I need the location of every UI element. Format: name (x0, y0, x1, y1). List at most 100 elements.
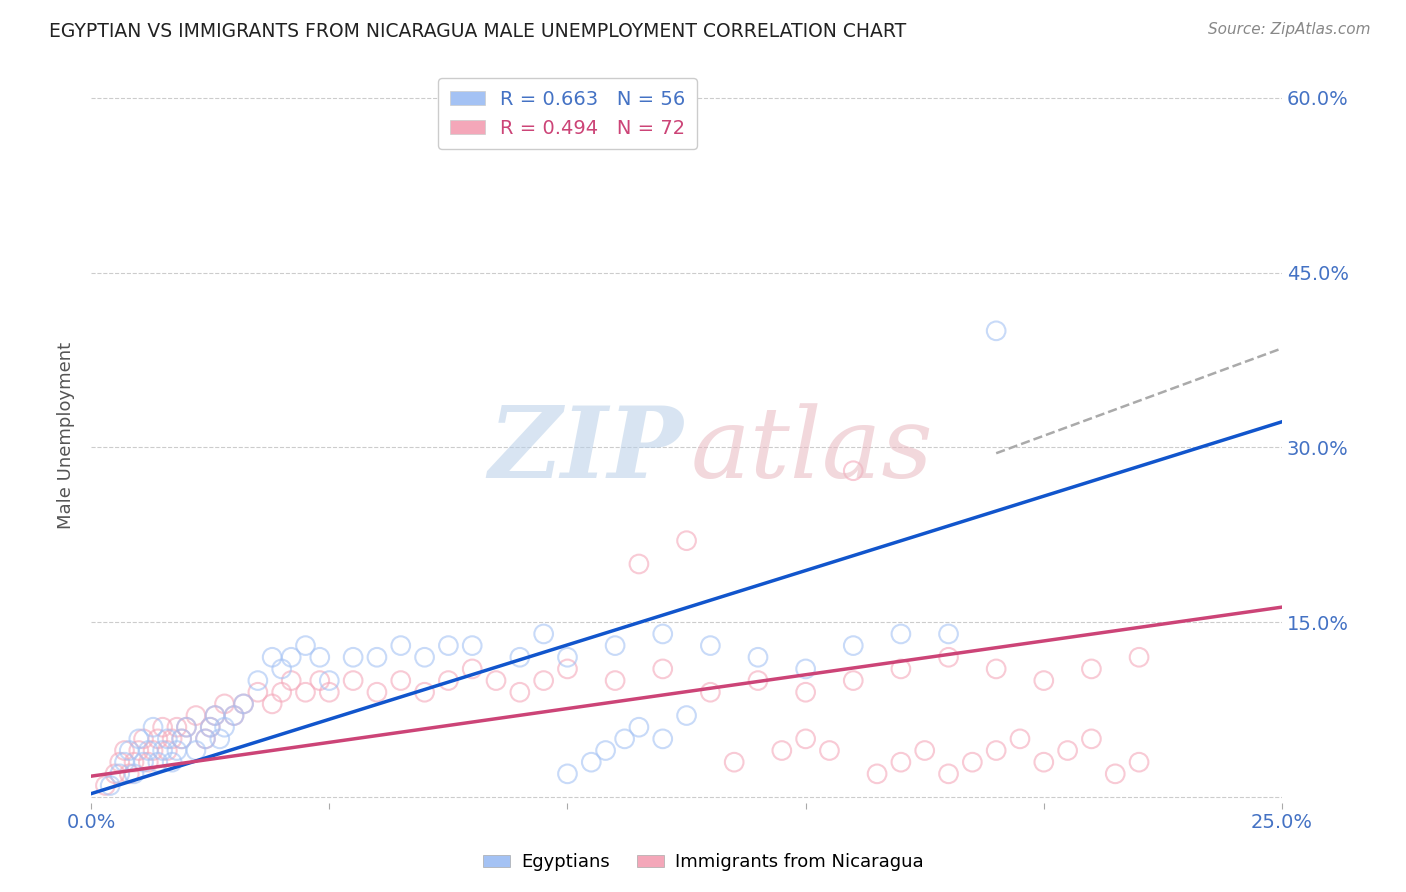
Point (651, 731, 673, 746)
Point (1008, 731, 1031, 746)
Point (938, 767, 960, 781)
Point (294, 685, 316, 699)
Point (581, 755, 603, 769)
Point (232, 697, 254, 711)
Point (204, 708, 226, 723)
Point (184, 708, 207, 723)
Point (675, 533, 697, 548)
Point (1080, 731, 1102, 746)
Point (200, 720, 222, 734)
Legend: R = 0.663   N = 56, R = 0.494   N = 72: R = 0.663 N = 56, R = 0.494 N = 72 (437, 78, 697, 149)
Point (557, 662, 579, 676)
Point (938, 627, 960, 641)
Point (794, 662, 817, 676)
Point (246, 685, 269, 699)
Point (194, 731, 217, 746)
Point (214, 720, 236, 734)
Point (156, 743, 179, 757)
Point (413, 685, 436, 699)
Point (413, 650, 436, 665)
Point (176, 720, 198, 734)
Point (342, 673, 364, 688)
Y-axis label: Male Unemployment: Male Unemployment (58, 343, 75, 529)
Point (557, 650, 579, 665)
Point (318, 673, 340, 688)
Point (160, 755, 183, 769)
Point (194, 731, 217, 746)
Point (794, 685, 817, 699)
Point (509, 685, 531, 699)
Point (104, 767, 127, 781)
Text: atlas: atlas (690, 403, 932, 498)
Point (170, 731, 193, 746)
Point (136, 755, 159, 769)
Point (280, 650, 302, 665)
Point (890, 662, 912, 676)
Point (603, 673, 626, 688)
Point (461, 639, 484, 653)
Point (142, 720, 165, 734)
Point (118, 743, 141, 757)
Point (1032, 755, 1054, 769)
Point (914, 743, 936, 757)
Point (890, 755, 912, 769)
Point (246, 673, 269, 688)
Point (723, 755, 745, 769)
Point (142, 743, 165, 757)
Point (366, 650, 388, 665)
Point (146, 731, 169, 746)
Point (699, 639, 721, 653)
Point (270, 685, 292, 699)
Point (156, 731, 179, 746)
Point (128, 743, 150, 757)
Point (136, 743, 159, 757)
Point (699, 685, 721, 699)
Point (128, 731, 150, 746)
Point (1056, 743, 1078, 757)
Point (533, 627, 555, 641)
Point (222, 708, 245, 723)
Point (132, 731, 155, 746)
Point (98, 779, 121, 793)
Point (938, 650, 960, 665)
Point (1128, 650, 1150, 665)
Point (108, 767, 131, 781)
Text: Source: ZipAtlas.com: Source: ZipAtlas.com (1208, 22, 1371, 37)
Point (986, 743, 1008, 757)
Point (962, 755, 984, 769)
Point (747, 673, 769, 688)
Point (122, 755, 145, 769)
Point (118, 767, 141, 781)
Point (262, 697, 284, 711)
Point (842, 639, 865, 653)
Point (232, 697, 254, 711)
Point (108, 755, 131, 769)
Point (842, 673, 865, 688)
Point (366, 685, 388, 699)
Point (986, 324, 1008, 338)
Point (114, 755, 136, 769)
Point (280, 673, 302, 688)
Point (485, 673, 508, 688)
Point (170, 731, 193, 746)
Point (122, 767, 145, 781)
Point (1032, 673, 1054, 688)
Point (557, 767, 579, 781)
Point (1104, 767, 1126, 781)
Text: EGYPTIAN VS IMMIGRANTS FROM NICARAGUA MALE UNEMPLOYMENT CORRELATION CHART: EGYPTIAN VS IMMIGRANTS FROM NICARAGUA MA… (49, 22, 907, 41)
Point (176, 720, 198, 734)
Point (208, 731, 231, 746)
Point (818, 743, 841, 757)
Point (747, 650, 769, 665)
Point (1128, 755, 1150, 769)
Point (651, 627, 673, 641)
Point (270, 662, 292, 676)
Point (770, 743, 793, 757)
Point (294, 639, 316, 653)
Point (890, 627, 912, 641)
Point (613, 731, 636, 746)
Point (308, 673, 330, 688)
Point (1080, 662, 1102, 676)
Point (509, 650, 531, 665)
Point (114, 743, 136, 757)
